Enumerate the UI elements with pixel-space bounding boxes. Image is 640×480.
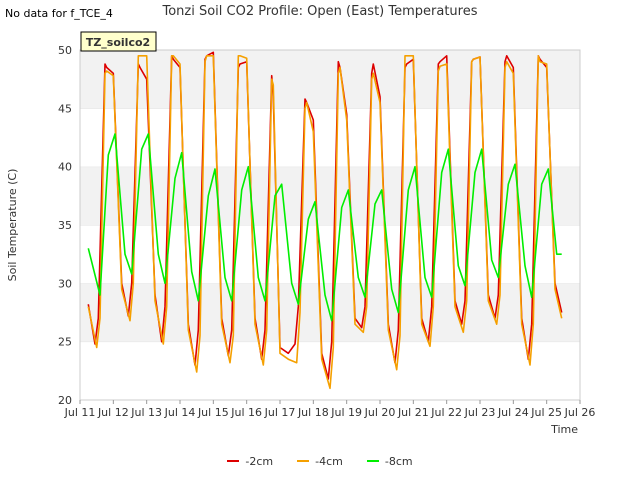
x-tick-label: Jul 25 [530,406,562,419]
y-tick-label: 35 [58,219,72,232]
y-axis-ticks: 20 25 30 35 40 45 50 [58,44,72,407]
y-tick-label: 45 [58,102,72,115]
x-tick-label: Jul 18 [297,406,329,419]
legend-item: -8cm [366,454,413,468]
y-tick-label: 40 [58,161,72,174]
legend-item: -2cm [227,455,273,468]
y-tick-label: 30 [58,277,72,290]
badge-label: TZ_soilco2 [86,36,150,49]
x-tick-label: Jul 26 [564,406,596,419]
grid-bands [80,49,580,400]
chart-title: Tonzi Soil CO2 Profile: Open (East) Temp… [161,4,477,19]
x-tick-label: Jul 11 [64,406,96,419]
legend: -2cm -4cm -8cm [0,452,640,468]
legend-label: -8cm [384,454,413,468]
grid-band [80,341,580,400]
legend-swatch [297,460,310,462]
x-tick-label: Jul 24 [497,406,529,419]
y-tick-label: 50 [58,44,72,57]
tz-soilco2-badge: TZ_soilco2 [80,31,157,52]
y-tick-label: 25 [58,336,72,349]
x-tick-label: Jul 23 [464,406,496,419]
x-tick-label: Jul 19 [330,406,362,419]
series-lines [87,51,563,390]
grid-band [80,166,580,225]
x-tick-label: Jul 21 [397,406,429,419]
legend-swatch [227,460,240,462]
legend-swatch [366,460,379,462]
x-tick-label: Jul 17 [264,406,296,419]
x-tick-label: Jul 12 [97,406,129,419]
x-axis-label: Time [550,423,578,436]
legend-item: -4cm [297,455,343,468]
x-axis-ticks: Jul 11 Jul 12 Jul 13 Jul 14 Jul 15 Jul 16 Jul … [64,400,596,419]
plot-frame [79,49,581,401]
legend-label: -4cm [315,454,343,468]
legend-label: -2cm [245,454,274,468]
grid-band [80,108,580,167]
x-tick-label: Jul 16 [230,406,262,419]
y-tick-label: 20 [58,394,72,407]
x-tick-label: Jul 20 [364,406,396,419]
x-tick-label: Jul 13 [130,406,162,419]
y-axis-label: Soil Temperature (C) [6,169,19,282]
no-data-note: No data for f_TCE_4 [5,7,113,20]
x-tick-label: Jul 14 [164,406,196,419]
x-tick-label: Jul 15 [197,406,229,419]
series-line-8cm [87,133,562,322]
grid-band [80,50,580,109]
x-tick-label: Jul 22 [430,406,462,419]
